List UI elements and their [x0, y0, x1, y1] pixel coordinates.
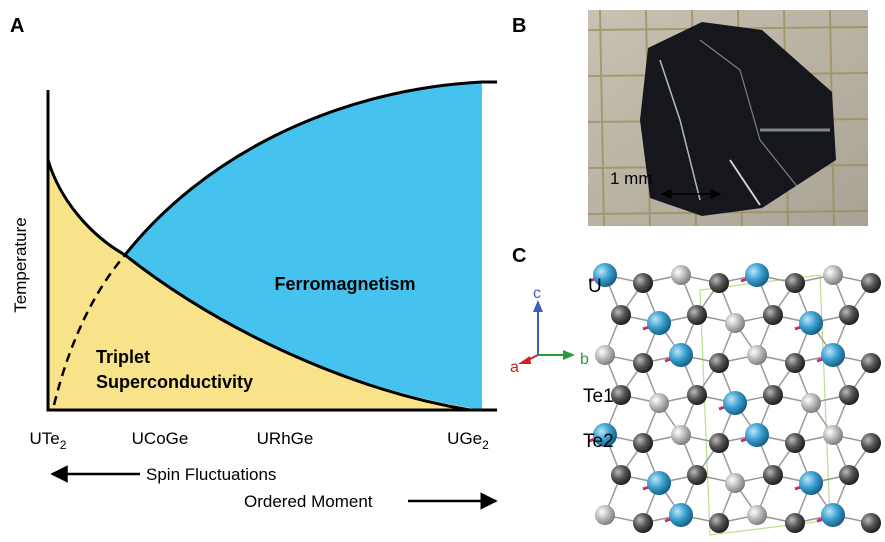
atom-label: Te1 — [583, 386, 614, 407]
panel-label: C — [512, 245, 526, 267]
scale-label: 1 mm — [610, 169, 653, 188]
compound-label: UCoGe — [132, 429, 189, 448]
ferromagnetism-region — [125, 82, 482, 410]
panel-label: A — [10, 15, 24, 37]
compound-label: URhGe — [257, 429, 314, 448]
axis-label: c — [533, 285, 541, 302]
region-label: Triplet — [96, 347, 150, 367]
panel-label: B — [512, 15, 526, 37]
arrow-label: Spin Fluctuations — [146, 465, 276, 484]
atom-label: U — [588, 276, 602, 297]
dashed-boundary — [52, 254, 126, 406]
axis-label: a — [510, 359, 519, 376]
region-label: Superconductivity — [96, 372, 253, 392]
axes — [46, 90, 497, 412]
fm-boundary — [123, 80, 497, 256]
photo — [587, 9, 869, 227]
triplet-region — [48, 160, 480, 410]
atom-label: Te2 — [583, 431, 614, 452]
region-label: Ferromagnetism — [274, 274, 415, 294]
axis-label: b — [580, 351, 589, 368]
axis-label: Temperature — [11, 217, 30, 312]
crystal-structure — [588, 263, 881, 536]
compound-label: UTe2 — [30, 429, 67, 452]
arrow-label: Ordered Moment — [244, 492, 373, 511]
compound-label: UGe2 — [447, 429, 489, 452]
sc-boundary — [46, 159, 471, 412]
